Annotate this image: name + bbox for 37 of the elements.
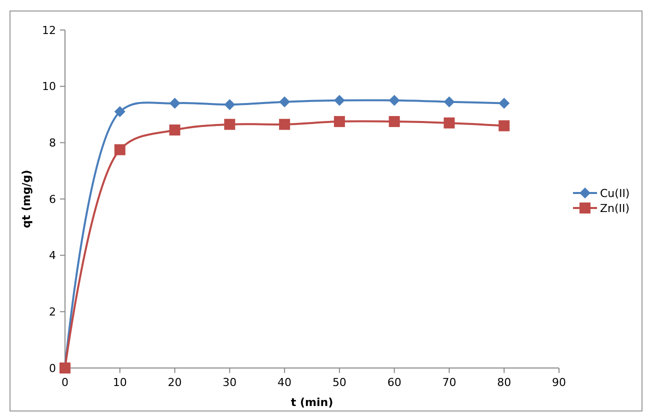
- y-tick-label: 12: [42, 24, 56, 37]
- point: [334, 116, 345, 128]
- legend-label: Zn(II): [600, 202, 630, 215]
- x-tick-label: 20: [168, 376, 182, 389]
- y-tick-label: 4: [49, 249, 56, 262]
- x-tick-label: 60: [387, 376, 402, 389]
- x-tick-label: 40: [278, 376, 292, 389]
- point: [224, 118, 236, 130]
- point: [498, 98, 510, 109]
- point: [114, 144, 126, 156]
- point: [388, 94, 400, 106]
- y-tick-label: 8: [49, 136, 56, 150]
- point: [498, 120, 510, 132]
- point: [279, 96, 290, 108]
- y-axis-title: qt (mg/g): [20, 170, 33, 228]
- x-tick-label: 70: [442, 376, 456, 389]
- y-tick-label: 6: [49, 192, 56, 206]
- x-tick-label: 90: [552, 376, 566, 389]
- point: [388, 116, 400, 128]
- x-tick-label: 10: [112, 376, 127, 389]
- x-tick-label: 30: [222, 376, 237, 389]
- legend-label: Cu(II): [600, 186, 630, 200]
- point: [444, 96, 455, 108]
- point: [444, 117, 455, 128]
- x-tick-label: 80: [497, 376, 512, 389]
- y-tick-label: 2: [49, 306, 56, 319]
- point: [279, 118, 290, 130]
- point: [169, 124, 180, 136]
- point: [224, 99, 236, 110]
- x-axis-title: t (min): [290, 396, 334, 409]
- x-tick-label: 50: [332, 376, 346, 389]
- y-tick-label: 0: [49, 362, 56, 375]
- point: [169, 98, 180, 109]
- point: [114, 106, 126, 118]
- y-tick-label: 10: [42, 80, 56, 94]
- x-tick-label: 0: [62, 376, 68, 389]
- point: [334, 94, 345, 106]
